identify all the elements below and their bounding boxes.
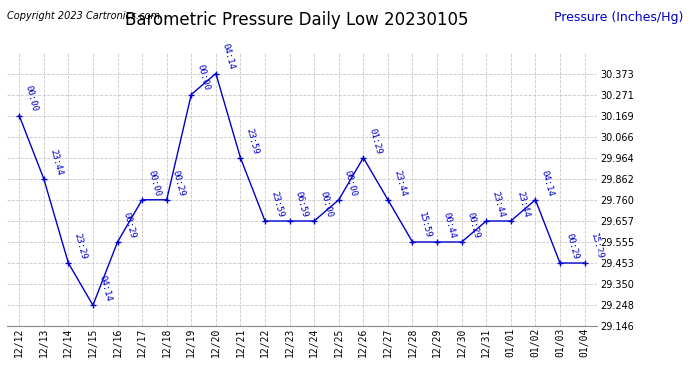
Text: 06:59: 06:59 [294,190,309,218]
Text: 01:29: 01:29 [368,127,383,155]
Text: 00:44: 00:44 [441,211,457,239]
Text: 15:59: 15:59 [417,211,433,239]
Text: 00:29: 00:29 [171,169,186,197]
Text: Pressure (Inches/Hg): Pressure (Inches/Hg) [553,11,683,24]
Text: 23:59: 23:59 [244,127,260,155]
Text: 23:29: 23:29 [72,232,88,260]
Text: 23:44: 23:44 [515,190,531,218]
Text: 04:14: 04:14 [220,42,236,71]
Text: 00:00: 00:00 [23,84,39,113]
Text: 23:59: 23:59 [269,190,285,218]
Text: 04:14: 04:14 [97,274,112,303]
Text: 00:29: 00:29 [564,232,580,260]
Text: 00:29: 00:29 [466,211,482,239]
Text: 23:44: 23:44 [48,148,63,176]
Text: 00:00: 00:00 [195,63,211,92]
Text: Copyright 2023 Cartronics.com: Copyright 2023 Cartronics.com [7,11,160,21]
Text: Barometric Pressure Daily Low 20230105: Barometric Pressure Daily Low 20230105 [125,11,469,29]
Text: 00:29: 00:29 [121,211,137,239]
Text: 04:14: 04:14 [540,169,555,197]
Text: 23:44: 23:44 [392,169,408,197]
Text: 15:29: 15:29 [589,232,604,260]
Text: 00:00: 00:00 [146,169,162,197]
Text: 23:44: 23:44 [491,190,506,218]
Text: 00:00: 00:00 [318,190,334,218]
Text: 00:00: 00:00 [343,169,359,197]
